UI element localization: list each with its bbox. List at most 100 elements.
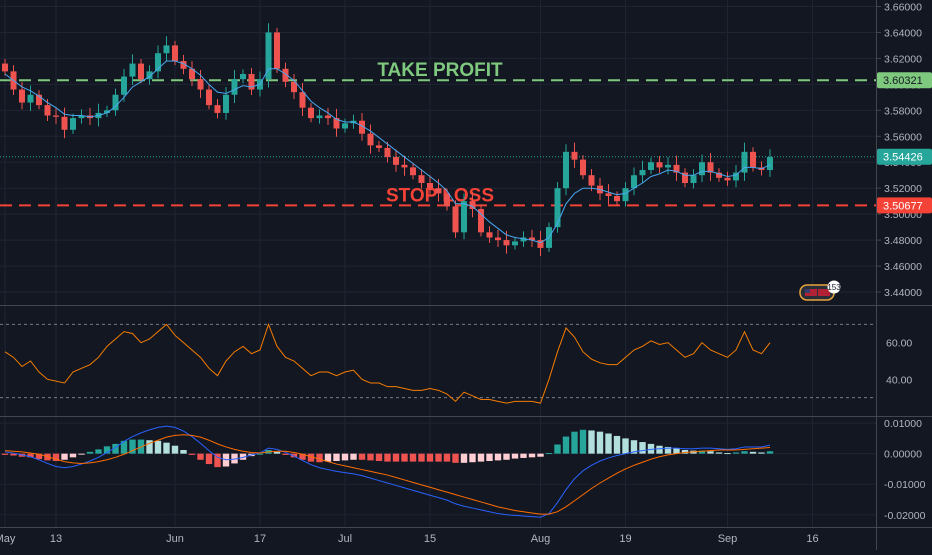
candle-body[interactable]	[163, 45, 170, 54]
candle-body[interactable]	[231, 79, 238, 95]
candle-body[interactable]	[648, 162, 654, 171]
candle-body[interactable]	[19, 89, 25, 103]
price-tick-label[interactable]: 3.58000	[884, 105, 922, 117]
macd-histogram-bar[interactable]	[749, 451, 757, 454]
price-panel[interactable]	[2, 23, 773, 257]
macd-histogram-bar[interactable]	[52, 453, 60, 461]
candle-body[interactable]	[282, 68, 289, 82]
candle-body[interactable]	[367, 133, 374, 146]
macd-histogram-bar[interactable]	[605, 433, 612, 454]
macd-histogram-bar[interactable]	[350, 453, 357, 460]
macd-histogram-bar[interactable]	[418, 453, 425, 462]
candle-body[interactable]	[461, 201, 467, 233]
macd-histogram-bar[interactable]	[494, 453, 502, 461]
price-tick-label[interactable]: 3.44000	[884, 287, 922, 299]
candle-body[interactable]	[44, 105, 51, 116]
macd-histogram-bar[interactable]	[103, 446, 111, 454]
candle-body[interactable]	[741, 151, 748, 173]
candle-body[interactable]	[70, 118, 76, 130]
macd-histogram-bar[interactable]	[95, 449, 102, 454]
candle-body[interactable]	[189, 68, 195, 80]
macd-histogram-bar[interactable]	[477, 453, 485, 462]
macd-histogram-bar[interactable]	[622, 438, 629, 454]
candle-body[interactable]	[529, 237, 535, 241]
candle-body[interactable]	[2, 63, 8, 72]
price-tick-label[interactable]: 3.56000	[884, 131, 922, 143]
macd-histogram-bar[interactable]	[324, 453, 332, 462]
macd-tick-label[interactable]: 0.01000	[884, 418, 922, 430]
macd-histogram-bar[interactable]	[562, 436, 570, 454]
macd-histogram-bar[interactable]	[384, 453, 391, 462]
rsi-line[interactable]	[4, 322, 771, 404]
macd-histogram-bar[interactable]	[426, 453, 434, 462]
macd-histogram-bar[interactable]	[180, 450, 187, 454]
candle-body[interactable]	[129, 63, 136, 77]
macd-histogram-bar[interactable]	[520, 453, 527, 458]
time-axis[interactable]: May 13 Jun 17 Jul 15 Aug 19 Sep 16	[0, 533, 819, 545]
macd-histogram-bar[interactable]	[571, 431, 578, 454]
macd-histogram-bar[interactable]	[129, 439, 136, 454]
candle-body[interactable]	[214, 105, 221, 113]
candle-body[interactable]	[138, 63, 144, 80]
candle-body[interactable]	[299, 92, 306, 108]
macd-histogram-bar[interactable]	[256, 453, 264, 455]
candle-body[interactable]	[631, 175, 637, 189]
candle-body[interactable]	[452, 206, 459, 233]
candle-body[interactable]	[206, 89, 212, 106]
macd-histogram-bar[interactable]	[307, 453, 315, 462]
candle-body[interactable]	[486, 232, 493, 238]
candle-body[interactable]	[554, 188, 561, 228]
macd-histogram-bar[interactable]	[1, 453, 9, 455]
macd-histogram-bar[interactable]	[231, 453, 238, 464]
candle-body[interactable]	[121, 76, 127, 95]
moving-average-line[interactable]	[4, 60, 771, 244]
macd-histogram-bar[interactable]	[409, 453, 417, 462]
macd-histogram-bar[interactable]	[188, 453, 196, 455]
candle-body[interactable]	[750, 151, 756, 168]
candle-body[interactable]	[155, 53, 161, 72]
candle-body[interactable]	[563, 151, 569, 189]
candle-body[interactable]	[172, 45, 178, 61]
macd-histogram-bar[interactable]	[367, 453, 374, 461]
candle-body[interactable]	[665, 164, 671, 168]
time-axis-label[interactable]: 15	[424, 533, 436, 545]
candle-body[interactable]	[707, 162, 714, 173]
candle-body[interactable]	[512, 241, 518, 246]
macd-histogram-bar[interactable]	[316, 453, 323, 463]
macd-histogram-bar[interactable]	[537, 453, 544, 457]
macd-histogram-bar[interactable]	[452, 453, 459, 463]
candle-body[interactable]	[469, 201, 476, 209]
macd-histogram-bar[interactable]	[163, 442, 170, 454]
candle-body[interactable]	[588, 175, 595, 186]
price-tick-label[interactable]: 3.64000	[884, 27, 922, 39]
macd-histogram-bar[interactable]	[673, 448, 680, 454]
candle-body[interactable]	[333, 118, 340, 129]
macd-histogram-bar[interactable]	[707, 451, 714, 454]
candle-body[interactable]	[27, 94, 34, 103]
macd-histogram-bar[interactable]	[647, 443, 655, 454]
candle-body[interactable]	[673, 164, 680, 173]
candle-body[interactable]	[444, 193, 450, 207]
candle-body[interactable]	[342, 123, 348, 129]
candle-body[interactable]	[520, 237, 527, 242]
macd-histogram-bar[interactable]	[358, 453, 366, 460]
candle-body[interactable]	[325, 115, 331, 119]
candle-body[interactable]	[716, 172, 722, 178]
macd-histogram-bar[interactable]	[299, 453, 306, 460]
candle-body[interactable]	[656, 162, 663, 168]
macd-histogram-bar[interactable]	[282, 453, 289, 455]
price-tick-label[interactable]: 3.62000	[884, 53, 922, 65]
macd-histogram-bar[interactable]	[333, 453, 340, 461]
macd-histogram-bar[interactable]	[392, 453, 400, 462]
candle-body[interactable]	[435, 188, 442, 194]
macd-histogram-bar[interactable]	[681, 450, 689, 454]
candle-body[interactable]	[690, 175, 697, 183]
price-tick-label[interactable]: 3.46000	[884, 261, 922, 273]
candle-body[interactable]	[240, 73, 246, 80]
candle-body[interactable]	[495, 237, 501, 241]
candle-body[interactable]	[622, 188, 629, 202]
candle-body[interactable]	[699, 162, 705, 176]
candle-body[interactable]	[503, 240, 510, 246]
macd-histogram-bar[interactable]	[503, 453, 510, 460]
macd-histogram-bar[interactable]	[741, 451, 748, 454]
